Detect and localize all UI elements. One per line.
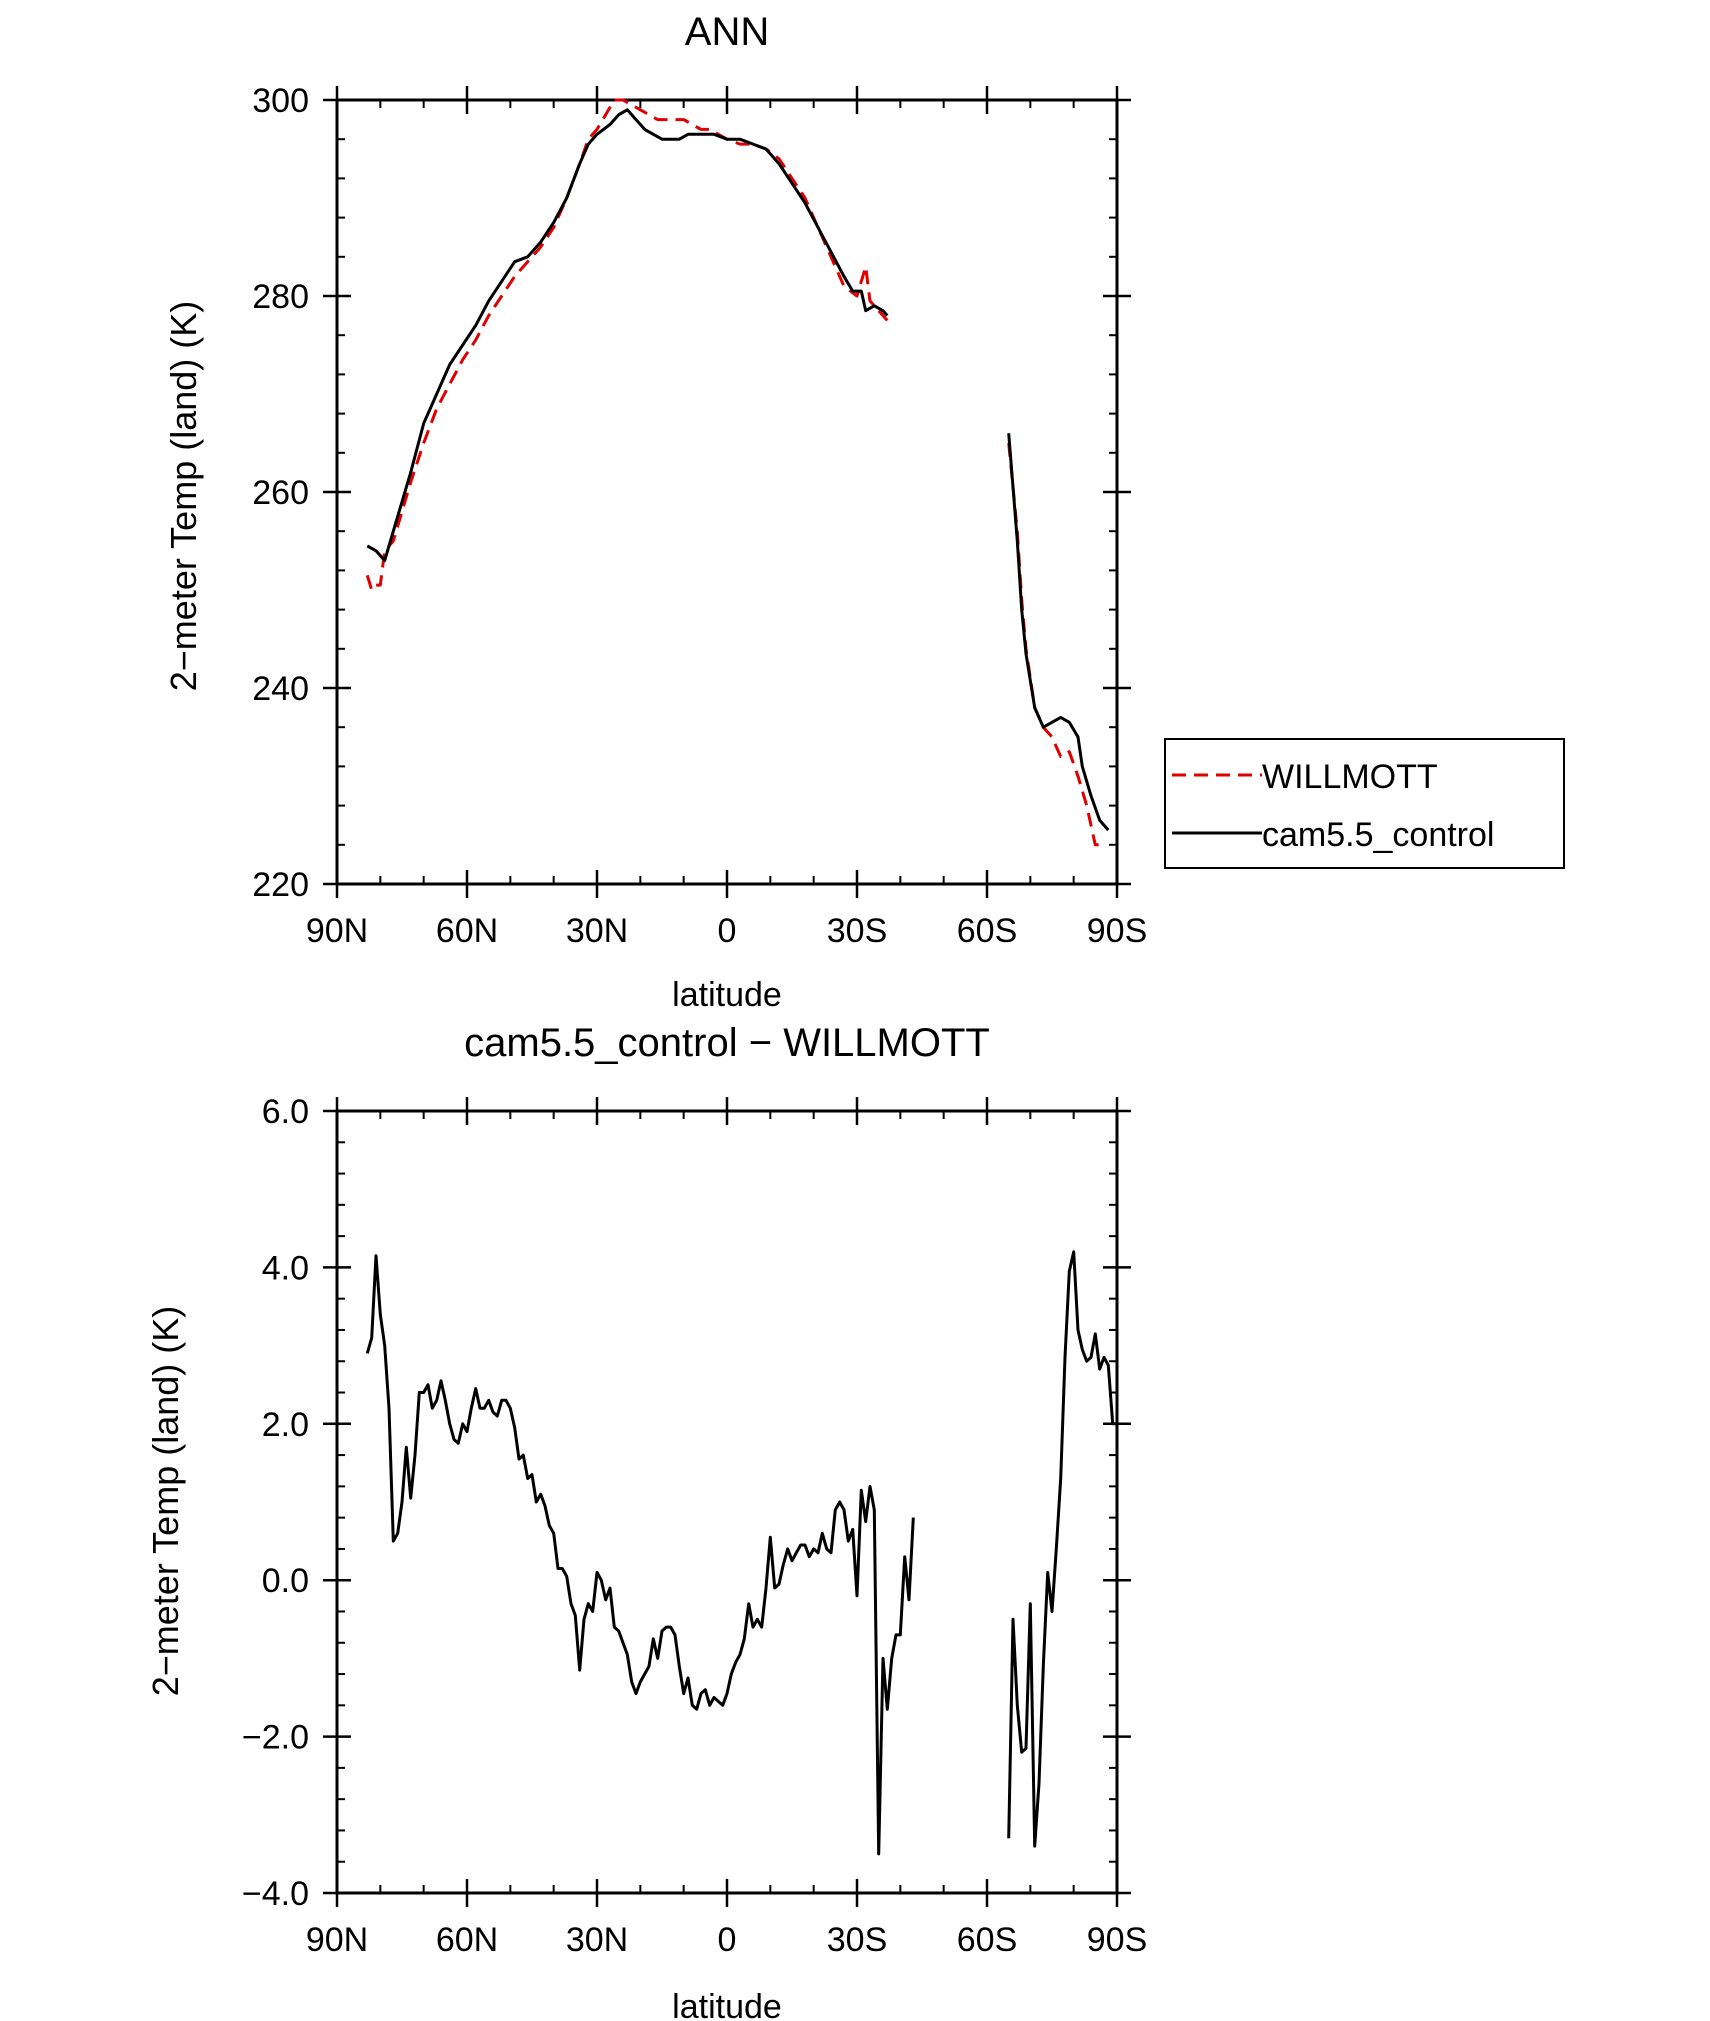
bottom-x-tick-label: 0: [718, 1921, 737, 1959]
top-y-tick-label: 220: [252, 866, 309, 904]
top-plot-frame: [335, 98, 1119, 886]
bottom-y-tick-label: −4.0: [242, 1875, 309, 1913]
bottom-y-tick-label: −2.0: [242, 1719, 309, 1757]
top-x-axis-label: latitude: [672, 976, 782, 1014]
bottom-plot-frame: [335, 1109, 1119, 1895]
bottom-series-0-line: [365, 1254, 915, 1856]
legend: WILLMOTT cam5.5_control: [1164, 738, 1565, 869]
top-x-tick-label: 30N: [566, 912, 628, 950]
legend-box: [1164, 738, 1565, 869]
bottom-x-tick-label: 90N: [306, 1921, 368, 1959]
top-series-1-line: [1007, 433, 1110, 832]
top-x-tick-label: 0: [718, 912, 737, 950]
bottom-y-tick-label: 2.0: [262, 1406, 309, 1444]
bottom-panel: cam5.5_control − WILLMOTT latitude 2−met…: [145, 1021, 1147, 2021]
top-y-tick-label: 240: [252, 670, 309, 708]
top-series-0-line: [1007, 442, 1104, 847]
bottom-x-tick-label: 60N: [436, 1921, 498, 1959]
bottom-y-tick-label: 6.0: [262, 1093, 309, 1131]
bottom-x-axis-label: latitude: [672, 1988, 782, 2021]
legend-label-cam: cam5.5_control: [1262, 816, 1494, 854]
bottom-y-tick-label: 4.0: [262, 1249, 309, 1287]
top-chart-title: ANN: [685, 10, 769, 54]
bottom-chart-title: cam5.5_control − WILLMOTT: [464, 1021, 990, 1065]
bottom-x-tick-label: 60S: [957, 1921, 1018, 1959]
top-y-tick-label: 300: [252, 82, 309, 120]
bottom-x-tick-label: 30N: [566, 1921, 628, 1959]
top-x-tick-label: 90S: [1087, 912, 1148, 950]
top-y-tick-label: 260: [252, 474, 309, 512]
top-x-tick-label: 60N: [436, 912, 498, 950]
top-panel: ANN latitude 2−meter Temp (land) (K) 90N…: [163, 10, 1565, 1014]
top-y-axis-label: 2−meter Temp (land) (K): [163, 301, 204, 691]
bottom-x-tick-label: 30S: [827, 1921, 888, 1959]
top-series-0-line: [365, 98, 889, 592]
bottom-series-0-line: [1007, 1250, 1117, 1848]
legend-label-willmott: WILLMOTT: [1262, 758, 1438, 796]
bottom-y-axis-label: 2−meter Temp (land) (K): [145, 1306, 186, 1696]
bottom-y-tick-label: 0.0: [262, 1562, 309, 1600]
bottom-x-tick-label: 90S: [1087, 1921, 1148, 1959]
top-y-tick-label: 280: [252, 278, 309, 316]
top-x-tick-label: 60S: [957, 912, 1018, 950]
bottom-plot-area: 90N 60N 30N 0 30S 60S 90S −4.0 −2.0 0.0 2.0 4.0 6.0: [242, 1093, 1147, 1959]
top-plot-area: 90N 60N 30N 0 30S 60S 90S 220 240 260 280 300: [252, 82, 1147, 950]
top-series-1-line: [366, 108, 889, 563]
top-x-tick-label: 30S: [827, 912, 888, 950]
top-x-tick-label: 90N: [306, 912, 368, 950]
